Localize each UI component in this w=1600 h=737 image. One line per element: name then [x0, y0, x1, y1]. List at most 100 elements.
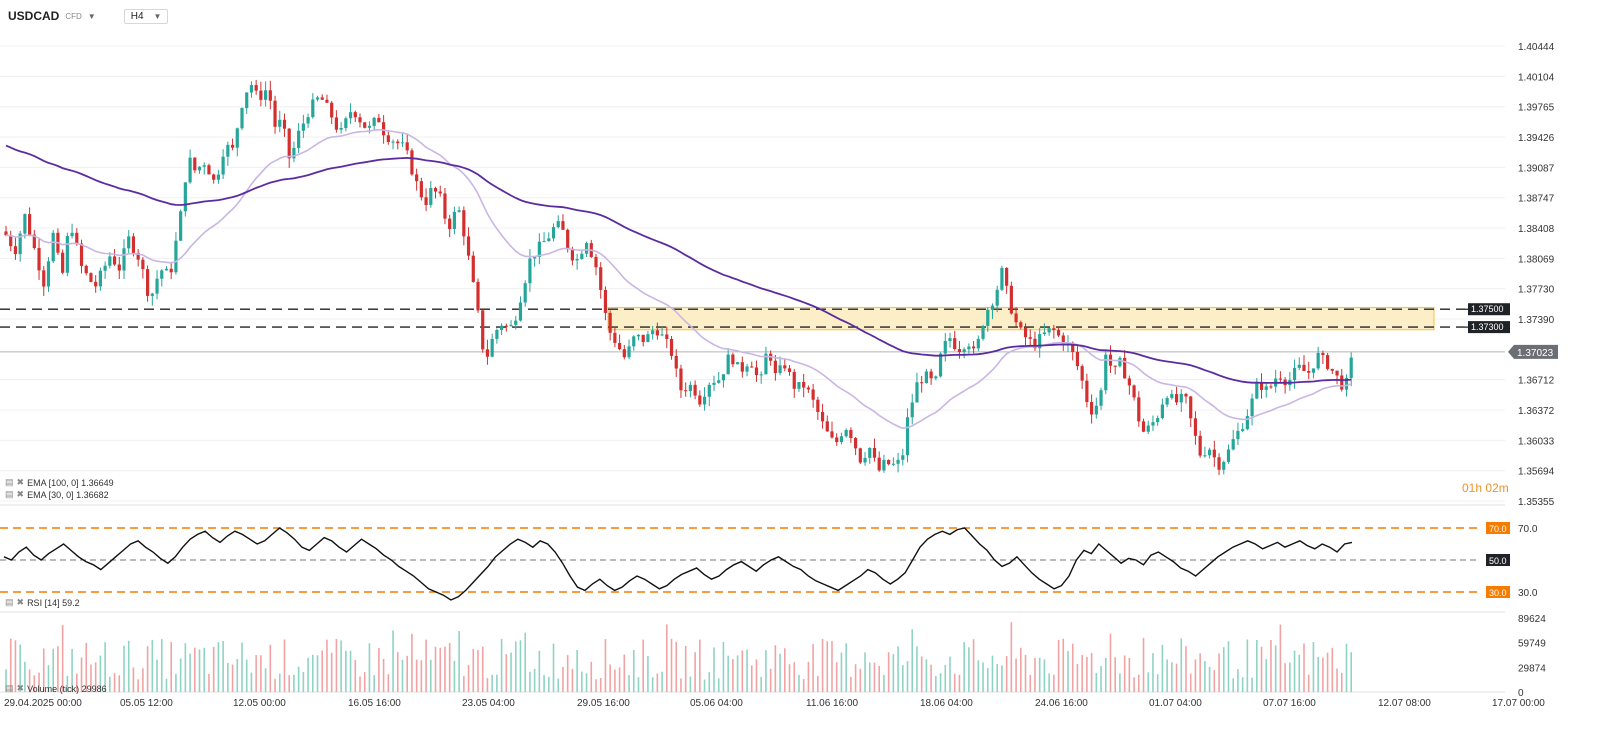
symbol-name[interactable]: USDCAD	[8, 9, 60, 23]
settings-icon[interactable]: ▤	[5, 683, 14, 693]
candle-body	[750, 366, 754, 368]
close-icon[interactable]: ✖	[16, 683, 25, 693]
price-tick-label: 1.36712	[1518, 376, 1555, 387]
candle-body	[684, 390, 688, 392]
candle-body	[84, 265, 88, 274]
rsi-legend[interactable]: ▤ ✖ RSI [14] 59.2	[5, 597, 80, 608]
candle-body	[174, 240, 178, 273]
candle-body	[981, 325, 985, 339]
ema100-legend[interactable]: ▤ ✖ EMA [100, 0] 1.36649	[5, 477, 114, 488]
candle-body	[1212, 449, 1216, 458]
settings-icon[interactable]: ▤	[5, 489, 14, 499]
candle-body	[23, 214, 27, 234]
candle-body	[230, 144, 235, 148]
candle-body	[462, 210, 466, 237]
settings-icon[interactable]: ▤	[5, 477, 14, 487]
candle-body	[934, 376, 938, 379]
candle-body	[311, 99, 315, 118]
candle-body	[273, 100, 277, 127]
rsi-level-label: 30.0	[1489, 588, 1507, 598]
settings-icon[interactable]: ▤	[5, 597, 14, 607]
candle-body	[816, 399, 820, 412]
time-tick-label: 17.07 00:00	[1492, 698, 1545, 709]
candle-body	[141, 259, 145, 270]
candle-body	[858, 448, 862, 463]
close-icon[interactable]: ✖	[16, 477, 25, 487]
candle-body	[1099, 390, 1103, 406]
time-tick-label: 24.06 16:00	[1035, 698, 1088, 709]
candle-body	[485, 349, 490, 357]
timeframe-select[interactable]: H4 ▼	[123, 8, 169, 24]
candle-body	[613, 332, 617, 343]
close-icon[interactable]: ✖	[16, 597, 25, 607]
candle-body	[396, 141, 400, 144]
candle-body	[1005, 267, 1009, 286]
candle-body	[580, 253, 584, 260]
key-level-badge	[1468, 321, 1510, 334]
candle-body	[259, 90, 263, 100]
volume-legend[interactable]: ▤ ✖ Volume (tick) 29986	[5, 683, 107, 694]
candle-body	[929, 371, 933, 379]
candle-body	[717, 380, 721, 383]
candle-body	[268, 90, 272, 101]
price-tick-label: 1.37730	[1518, 285, 1555, 296]
candle-body	[688, 384, 692, 392]
candle-body	[863, 457, 867, 463]
candle-body	[372, 117, 376, 126]
candle-body	[1311, 368, 1316, 373]
candle-body	[820, 411, 825, 422]
candle-body	[1189, 396, 1193, 419]
candle-body	[1118, 357, 1122, 367]
candle-body	[188, 157, 192, 183]
ema30-legend[interactable]: ▤ ✖ EMA [30, 0] 1.36682	[5, 489, 109, 500]
candle-body	[792, 371, 796, 389]
symbol-dropdown-icon[interactable]: ▼	[87, 11, 96, 21]
candle-body	[13, 246, 18, 255]
candle-body	[1269, 386, 1273, 388]
key-levels: 1.37500 1.37300 1.37023	[0, 303, 1558, 359]
candle-body	[1259, 382, 1264, 390]
candle-body	[358, 117, 362, 123]
candle-body	[1174, 394, 1179, 403]
candle-body	[457, 210, 461, 212]
rsi-pane: 70.0 50.0 30.0 70.0 30.0	[0, 522, 1538, 601]
candle-body	[1222, 461, 1226, 470]
candle-body	[1113, 365, 1117, 367]
candle-body	[854, 438, 858, 449]
price-tick-label: 1.35694	[1518, 467, 1555, 478]
candle-body	[282, 119, 287, 129]
candle-body	[1075, 351, 1080, 367]
candle-body	[745, 366, 749, 372]
time-tick-label: 18.06 04:00	[920, 698, 973, 709]
candle-body	[707, 384, 711, 397]
time-tick-label: 05.05 12:00	[120, 698, 173, 709]
candle-body	[995, 289, 999, 306]
candle-body	[183, 182, 187, 212]
resistance-zone	[607, 306, 1435, 331]
candle-body	[32, 234, 36, 249]
candle-body	[386, 135, 390, 143]
close-icon[interactable]: ✖	[16, 489, 25, 499]
candle-body	[537, 241, 541, 257]
time-tick-label: 11.06 16:00	[806, 698, 859, 709]
candle-body	[1250, 398, 1254, 417]
time-tick-label: 12.07 08:00	[1378, 698, 1431, 709]
candle-body	[1330, 368, 1334, 371]
candle-body	[603, 289, 608, 313]
candle-body	[164, 268, 169, 271]
candle-body	[1160, 404, 1164, 419]
candle-body	[150, 293, 154, 296]
candle-body	[382, 122, 386, 136]
candle-body	[89, 273, 93, 282]
candle-body	[108, 256, 112, 266]
candle-body	[155, 278, 159, 294]
candle-body	[962, 349, 966, 353]
candle-body	[37, 248, 41, 271]
volume-tick-label: 29874	[1518, 663, 1546, 674]
volume-bars: 89624 59749 29874 0	[5, 614, 1546, 699]
candle-body	[1307, 370, 1311, 373]
candle-body	[306, 117, 310, 124]
rsi-label: RSI [14] 59.2	[27, 597, 80, 608]
candle-body	[1023, 327, 1028, 338]
